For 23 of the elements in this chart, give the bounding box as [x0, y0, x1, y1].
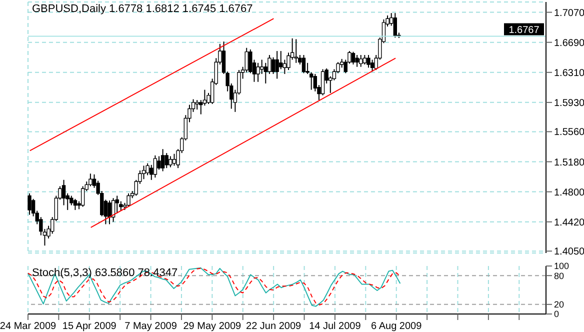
y-tick-label: 100 [554, 261, 570, 272]
x-tick-label: 24 Mar 2009 [0, 321, 57, 332]
y-tick-label: 1.5180 [554, 157, 584, 168]
x-tick-label: 6 Aug 2009 [371, 321, 422, 332]
y-tick-label: 1.5930 [554, 98, 584, 109]
x-tick-label: 14 Jul 2009 [309, 321, 362, 332]
y-tick-label: 1.7070 [554, 8, 584, 19]
y-tick-label: 1.4420 [554, 217, 584, 228]
y-tick-label: 1.6690 [554, 38, 584, 49]
y-tick-label: 1.6310 [554, 68, 584, 79]
y-tick-label: 80 [554, 270, 564, 281]
x-tick-label: 7 May 2009 [124, 321, 178, 332]
y-tick-label: 1.4050 [554, 246, 584, 258]
y-tick-label: 0 [554, 309, 560, 320]
y-tick-label: 20 [554, 300, 564, 310]
x-tick-label: 22 Jun 2009 [246, 321, 302, 332]
candlestick [294, 39, 298, 63]
y-tick-label: 1.4800 [554, 187, 584, 198]
x-tick-label: 15 Apr 2009 [62, 321, 117, 332]
ref-line-label: 1.6767 [508, 25, 540, 36]
y-tick-label: 1.5560 [554, 127, 584, 138]
x-tick-label: 29 May 2009 [183, 321, 242, 332]
chart-title: GBPUSD,Daily 1.6778 1.6812 1.6745 1.6767 [32, 3, 253, 15]
